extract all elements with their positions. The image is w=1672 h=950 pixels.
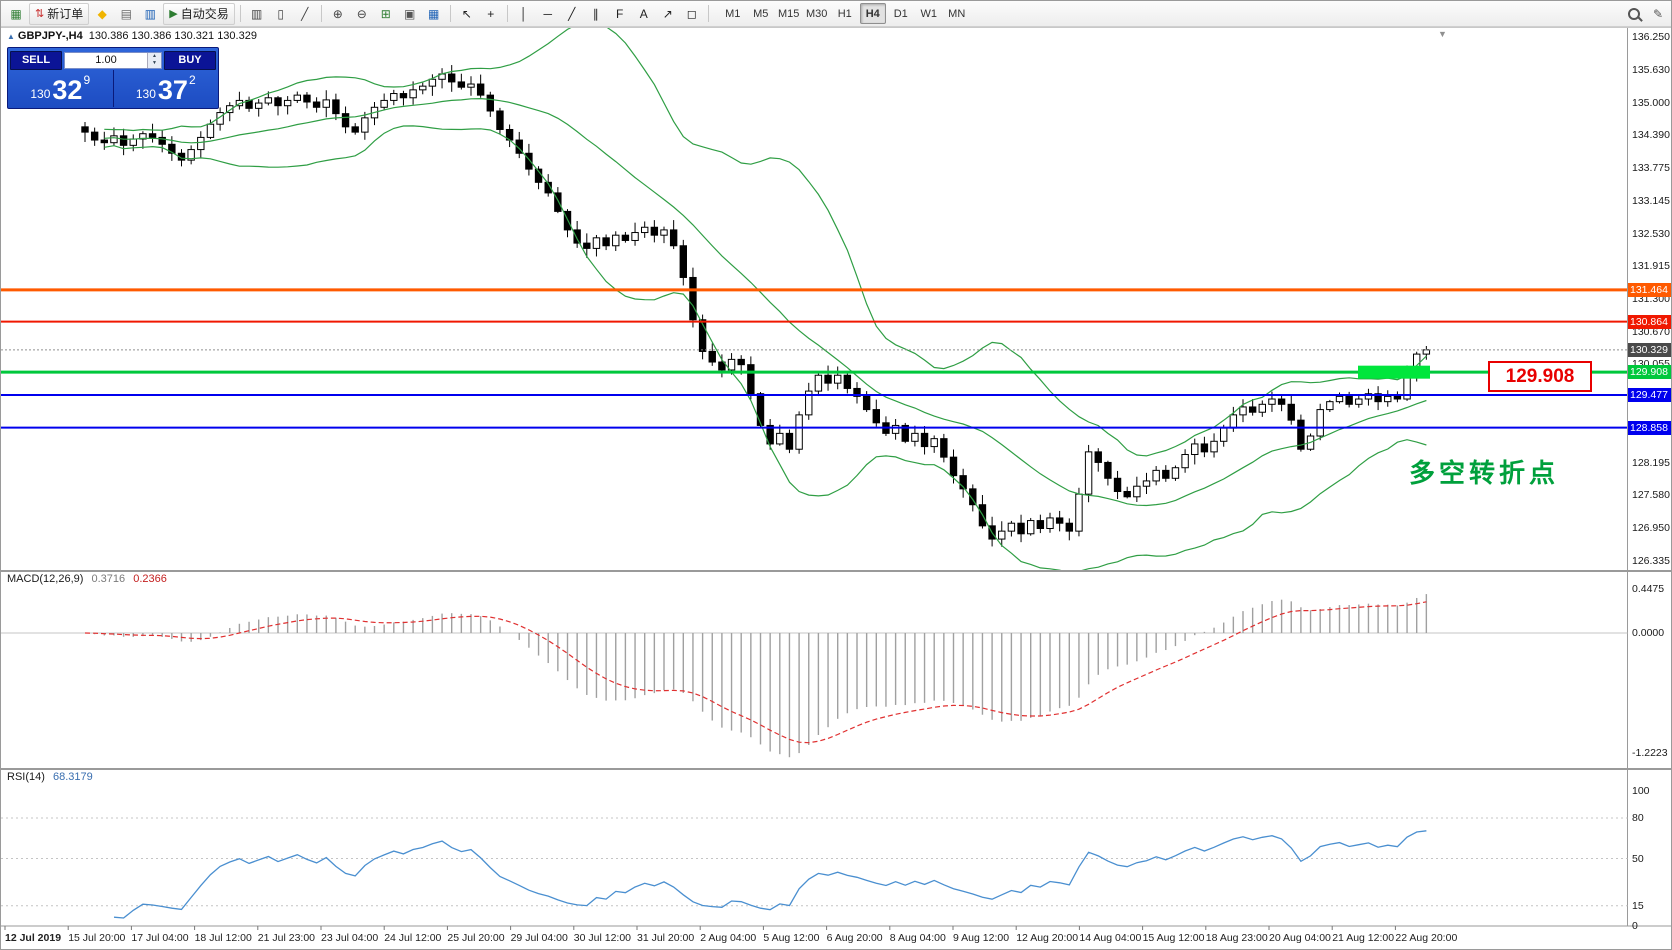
autotrade-button[interactable]: ▶ 自动交易 [163, 2, 235, 25]
cascade-windows-icon[interactable]: ▣ [404, 6, 416, 21]
sell-price[interactable]: 130 32 9 [8, 70, 114, 107]
arrange-windows-icon[interactable]: ▦ [428, 6, 440, 21]
bar-chart-icon[interactable]: ▥ [251, 6, 263, 21]
line-chart-icon[interactable]: ╱ [301, 6, 309, 21]
zoom-out-icon[interactable]: ⊖ [356, 6, 367, 21]
timeframe-m5[interactable]: M5 [753, 7, 769, 20]
market-watch-icon[interactable]: ▥ [144, 6, 156, 21]
toolbar-separator [320, 5, 322, 22]
new-order-button-label: 新订单 [47, 7, 84, 21]
macd-signal-value: 0.2366 [133, 573, 167, 585]
trendline-icon[interactable]: ╱ [568, 6, 576, 21]
horizontal-line-icon[interactable]: ─ [543, 6, 552, 21]
tile-windows-icon[interactable]: ⊞ [380, 6, 391, 21]
autotrade-icon: ▶ [169, 8, 178, 20]
volume-field[interactable]: 1.00 ▲ ▼ [64, 51, 162, 69]
volume-spinner: ▲ ▼ [147, 52, 161, 68]
vertical-line-icon[interactable]: │ [519, 6, 528, 21]
rsi-line [113, 830, 1427, 919]
candles [81, 65, 1431, 547]
timeframe-group: M1 M5 M15 M30 H1 H4 D1 W1 MN [719, 3, 971, 24]
macd-name-label: MACD(12,26,9) [7, 573, 84, 585]
buy-button[interactable]: BUY [164, 50, 216, 70]
timeframe-w1[interactable]: W1 [920, 7, 937, 20]
buy-price[interactable]: 130 37 2 [114, 70, 219, 107]
edit-icon[interactable]: ✎ [1652, 6, 1664, 21]
fibonacci-icon[interactable]: F [616, 6, 624, 21]
buy-price-sup: 2 [188, 73, 196, 87]
bollinger-bands [104, 28, 1427, 570]
cursor-icon[interactable]: ↖ [461, 6, 472, 21]
macd-histogram [93, 594, 1428, 758]
zoom-in-icon[interactable]: ⊕ [332, 6, 343, 21]
candlestick-icon[interactable]: ▯ [277, 6, 285, 21]
channel-icon[interactable]: ∥ [592, 6, 599, 21]
new-order-icon: ⇅ [35, 8, 45, 20]
text-icon[interactable]: A [639, 6, 648, 21]
volume-value[interactable]: 1.00 [95, 54, 117, 66]
timeframe-mn[interactable]: MN [948, 7, 966, 20]
profiles-icon[interactable]: ▤ [120, 6, 132, 21]
timeframe-m15[interactable]: M15 [778, 7, 800, 20]
metaeditor-icon[interactable]: ◆ [97, 6, 107, 21]
sell-price-big: 32 [52, 75, 83, 105]
search-icon[interactable] [1623, 3, 1645, 25]
shapes-icon[interactable]: ◻ [686, 6, 697, 21]
sell-button[interactable]: SELL [10, 50, 62, 70]
timeframe-h1[interactable]: H1 [837, 7, 852, 20]
arrows-icon[interactable]: ↗ [662, 6, 673, 21]
toolbar-separator [449, 5, 451, 22]
trade-panel-prices: 130 32 9 130 37 2 [8, 70, 218, 107]
volume-down-button[interactable]: ▼ [148, 60, 161, 68]
trade-panel-top-row: SELL 1.00 ▲ ▼ BUY [8, 48, 218, 70]
timeframe-d1[interactable]: D1 [893, 7, 908, 20]
sell-price-prefix: 130 [30, 87, 51, 101]
quote-header: ▲ GBPJPY-,H4 130.386 130.386 130.321 130.3… [7, 30, 257, 42]
symbol-period-label: GBPJPY-,H4 [17, 30, 83, 42]
chart-shift-icon[interactable]: ▼ [1438, 29, 1447, 39]
rsi-value: 68.3179 [52, 771, 93, 783]
toolbar-separator [707, 5, 709, 22]
volume-up-button[interactable]: ▲ [148, 52, 161, 60]
ohlc-values: 130.386 130.386 130.321 130.329 [88, 30, 257, 42]
buy-price-big: 37 [157, 75, 188, 105]
turning-point-label[interactable]: 多空转折点 [1409, 458, 1560, 488]
timeframe-h4[interactable]: H4 [859, 3, 886, 24]
price-callout-label[interactable]: 129.908 [1488, 361, 1592, 392]
toolbar: ▦ ⇅ 新订单 ◆ ▤ ▥ ▶ 自动交易 ▥ ▯ ╱ ⊕ ⊖ ⊞ ▣ ▦ ↖ + │ ─ ╱ ∥ F A ↗ ◻ M1 M5 M15 M3… [1, 1, 1671, 27]
crosshair-icon[interactable]: + [487, 6, 495, 21]
chart-plus-icon[interactable]: ▦ [10, 6, 22, 21]
symbol-marker-icon[interactable]: ▲ [7, 32, 15, 41]
autotrade-button-label: 自动交易 [180, 7, 229, 21]
toolbar-separator [239, 5, 241, 22]
toolbar-separator [506, 5, 508, 22]
one-click-trading-panel: SELL 1.00 ▲ ▼ BUY 130 32 9 130 37 2 [7, 47, 219, 109]
macd-main-value: 0.3716 [91, 573, 126, 585]
magnifier-glyph [1628, 7, 1640, 20]
new-order-button[interactable]: ⇅ 新订单 [29, 2, 90, 25]
rsi-header: RSI(14) 68.3179 [7, 771, 93, 783]
timeframe-m1[interactable]: M1 [725, 7, 741, 20]
timeframe-m30[interactable]: M30 [806, 7, 828, 20]
macd-signal-line [84, 601, 1427, 744]
buy-price-prefix: 130 [135, 87, 156, 101]
highlight-rectangle[interactable] [1358, 365, 1430, 379]
sell-price-sup: 9 [83, 73, 91, 87]
macd-header: MACD(12,26,9) 0.3716 0.2366 [7, 573, 167, 585]
rsi-name-label: RSI(14) [7, 771, 45, 783]
